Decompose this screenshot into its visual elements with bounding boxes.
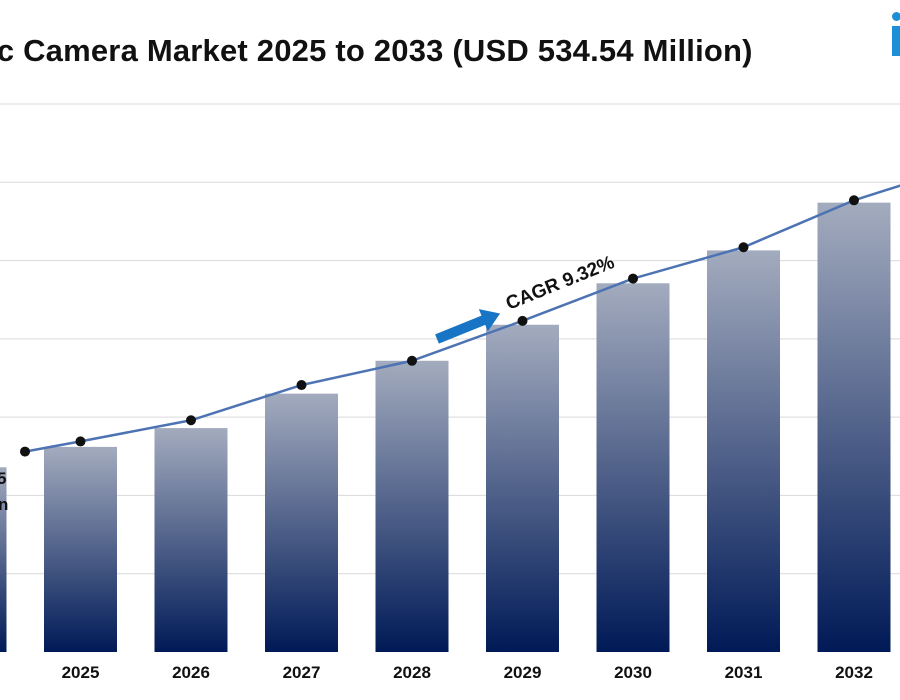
bar-2024 — [0, 467, 7, 652]
point-2025 — [75, 436, 86, 447]
tick-label-2027: 2027 — [283, 663, 321, 682]
tick-label-2028: 2028 — [393, 663, 431, 682]
line-series — [20, 184, 900, 457]
tick-label-2032: 2032 — [835, 663, 873, 682]
point-2024 — [20, 446, 30, 457]
bar-2028 — [375, 360, 449, 652]
bar-2026 — [154, 428, 228, 652]
bar-2030 — [596, 283, 670, 652]
start-unit-label: n — [0, 495, 8, 514]
bar-2029 — [486, 324, 559, 652]
bar-series — [0, 202, 891, 652]
x-axis-ticks: 2025 2026 2027 2028 2029 2030 2031 2032 — [62, 663, 873, 682]
bar-2032 — [817, 202, 891, 652]
point-2029 — [517, 315, 528, 326]
tick-label-2025: 2025 — [62, 663, 100, 682]
bar-2027 — [265, 393, 338, 652]
chart-title: ic Camera Market 2025 to 2033 (USD 534.5… — [0, 33, 753, 68]
logo-dot-icon — [892, 12, 900, 21]
trend-line — [24, 184, 900, 453]
point-2027 — [296, 380, 307, 391]
start-value-label: 5 — [0, 469, 6, 488]
arrow-head — [478, 309, 501, 332]
point-2030 — [628, 273, 638, 284]
cagr-arrow-icon — [435, 309, 501, 344]
point-2032 — [849, 195, 859, 206]
tick-label-2030: 2030 — [614, 663, 652, 682]
tick-label-2031: 2031 — [725, 663, 763, 682]
point-2028 — [407, 355, 417, 366]
bar-2031 — [707, 250, 780, 652]
arrow-shaft — [435, 314, 488, 344]
point-2026 — [186, 415, 196, 426]
tick-label-2029: 2029 — [504, 663, 542, 682]
bar-2025 — [44, 446, 117, 652]
brand-logo — [884, 12, 900, 82]
tick-label-2026: 2026 — [172, 663, 210, 682]
point-2031 — [738, 242, 749, 253]
logo-bar-icon — [892, 26, 900, 56]
